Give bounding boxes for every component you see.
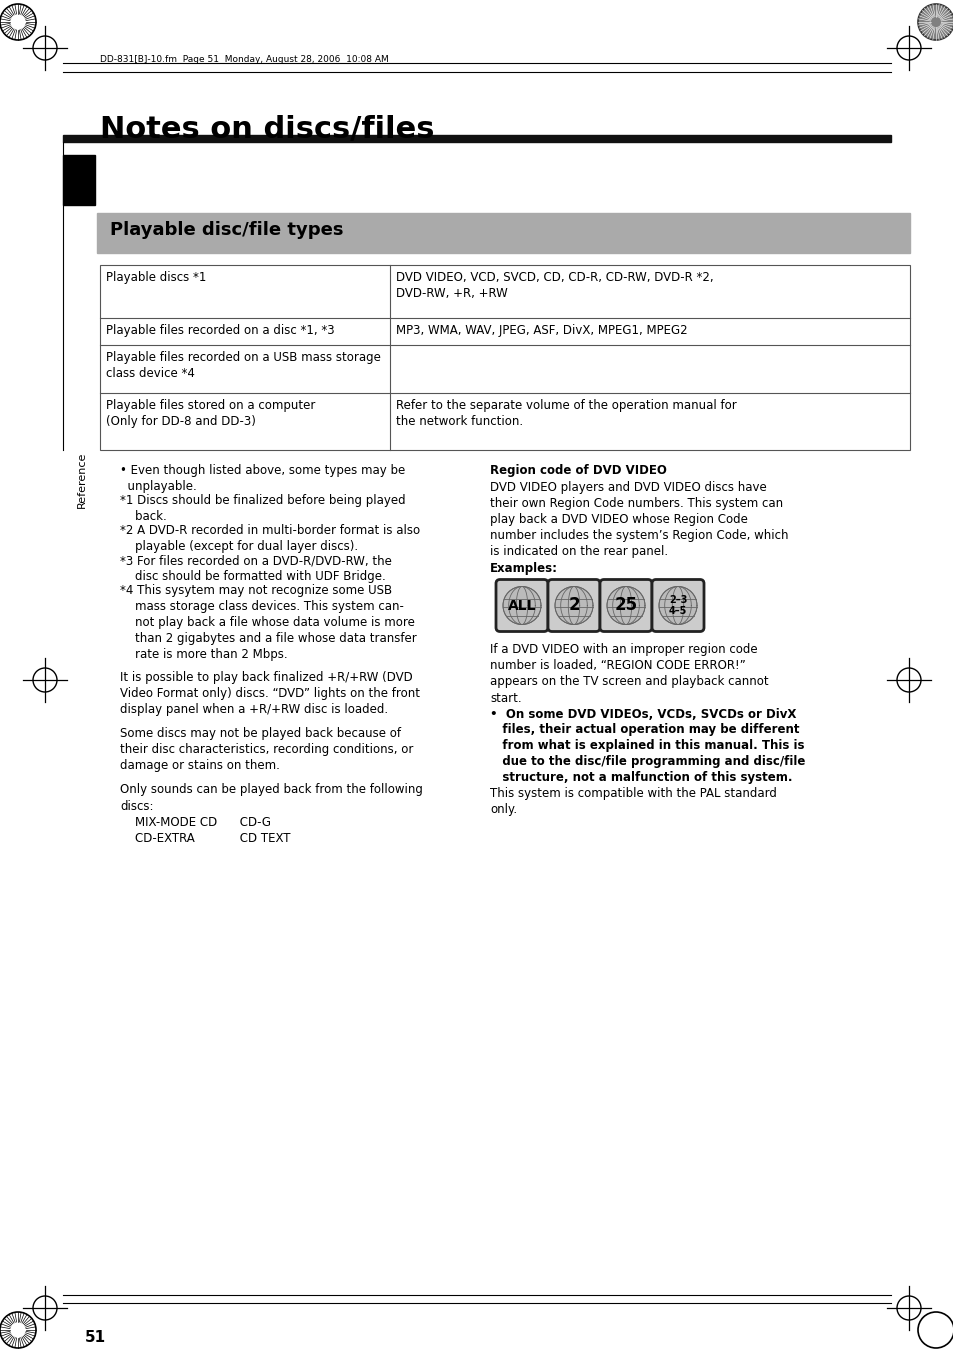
- Text: DVD VIDEO players and DVD VIDEO discs have
their own Region Code numbers. This s: DVD VIDEO players and DVD VIDEO discs ha…: [490, 481, 788, 558]
- Text: Playable files stored on a computer
(Only for DD-8 and DD-3): Playable files stored on a computer (Onl…: [106, 399, 315, 428]
- Text: *2 A DVD-R recorded in multi-border format is also
    playable (except for dual: *2 A DVD-R recorded in multi-border form…: [120, 524, 419, 553]
- Text: Region code of DVD VIDEO: Region code of DVD VIDEO: [490, 463, 666, 477]
- Text: DVD VIDEO, VCD, SVCD, CD, CD-R, CD-RW, DVD-R *2,
DVD-RW, +R, +RW: DVD VIDEO, VCD, SVCD, CD, CD-R, CD-RW, D…: [395, 272, 713, 300]
- Text: Playable files recorded on a disc *1, *3: Playable files recorded on a disc *1, *3: [106, 324, 335, 336]
- Bar: [97, 213, 909, 253]
- Text: Playable disc/file types: Playable disc/file types: [110, 222, 343, 239]
- Bar: [63, 155, 95, 205]
- Text: This system is compatible with the PAL standard
only.: This system is compatible with the PAL s…: [490, 788, 776, 816]
- Text: *4 This sysytem may not recognize some USB
    mass storage class devices. This : *4 This sysytem may not recognize some U…: [120, 584, 416, 661]
- Text: 25: 25: [614, 597, 637, 615]
- Text: Some discs may not be played back because of
their disc characteristics, recordi: Some discs may not be played back becaus…: [120, 727, 413, 771]
- Text: DD-831[B]-10.fm  Page 51  Monday, August 28, 2006  10:08 AM: DD-831[B]-10.fm Page 51 Monday, August 2…: [100, 55, 388, 63]
- FancyBboxPatch shape: [547, 580, 599, 631]
- Bar: [100, 265, 909, 450]
- FancyBboxPatch shape: [651, 580, 703, 631]
- Text: ALL: ALL: [507, 598, 536, 612]
- Text: 2: 2: [568, 597, 579, 615]
- Circle shape: [917, 4, 953, 41]
- Text: Playable files recorded on a USB mass storage
class device *4: Playable files recorded on a USB mass st…: [106, 351, 380, 380]
- FancyBboxPatch shape: [496, 580, 547, 631]
- Circle shape: [555, 586, 593, 624]
- Text: *1 Discs should be finalized before being played
    back.: *1 Discs should be finalized before bein…: [120, 494, 405, 523]
- Circle shape: [659, 586, 697, 624]
- Text: 51: 51: [85, 1329, 106, 1346]
- Text: 2–3
4–5: 2–3 4–5: [668, 594, 686, 616]
- Circle shape: [502, 586, 540, 624]
- Bar: [63, 135, 890, 142]
- Text: Examples:: Examples:: [490, 562, 558, 576]
- Text: Playable discs *1: Playable discs *1: [106, 272, 206, 284]
- Circle shape: [606, 586, 644, 624]
- FancyBboxPatch shape: [599, 580, 651, 631]
- Text: MP3, WMA, WAV, JPEG, ASF, DivX, MPEG1, MPEG2: MP3, WMA, WAV, JPEG, ASF, DivX, MPEG1, M…: [395, 324, 687, 336]
- Text: *3 For files recorded on a DVD-R/DVD-RW, the
    disc should be formatted with U: *3 For files recorded on a DVD-R/DVD-RW,…: [120, 554, 392, 584]
- Text: Reference: Reference: [77, 451, 87, 508]
- Text: Notes on discs/files: Notes on discs/files: [100, 115, 434, 145]
- Text: If a DVD VIDEO with an improper region code
number is loaded, “REGION CODE ERROR: If a DVD VIDEO with an improper region c…: [490, 643, 768, 704]
- Text: Only sounds can be played back from the following
discs:
    MIX-MODE CD      CD: Only sounds can be played back from the …: [120, 784, 422, 844]
- Text: It is possible to play back finalized +R/+RW (DVD
Video Format only) discs. “DVD: It is possible to play back finalized +R…: [120, 670, 419, 716]
- Text: •  On some DVD VIDEOs, VCDs, SVCDs or DivX
   files, their actual operation may : • On some DVD VIDEOs, VCDs, SVCDs or Div…: [490, 708, 804, 785]
- Text: Refer to the separate volume of the operation manual for
the network function.: Refer to the separate volume of the oper…: [395, 399, 736, 428]
- Text: • Even though listed above, some types may be
  unplayable.: • Even though listed above, some types m…: [120, 463, 405, 493]
